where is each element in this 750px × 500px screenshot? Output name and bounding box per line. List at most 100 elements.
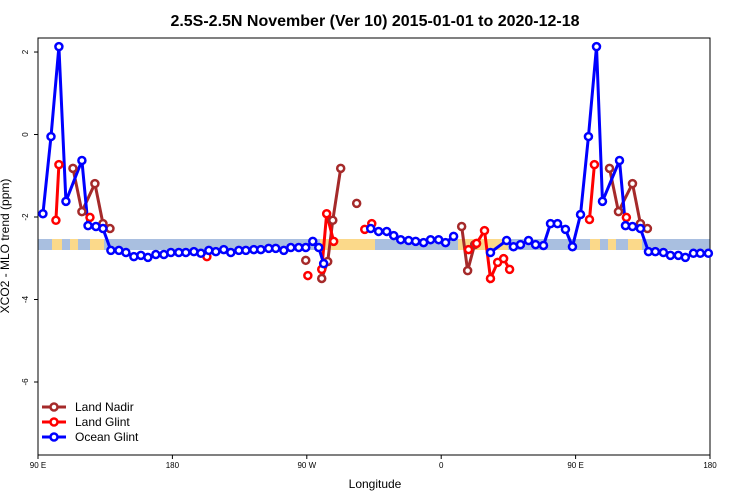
legend-label: Land Glint xyxy=(75,415,130,429)
data-point xyxy=(410,236,421,247)
land-strip xyxy=(458,239,508,250)
data-point xyxy=(286,242,296,253)
data-point xyxy=(504,264,515,275)
data-point xyxy=(196,248,206,259)
land-strip xyxy=(52,239,62,250)
x-tick-label: 90 E xyxy=(30,461,46,470)
data-point xyxy=(351,198,362,209)
data-point xyxy=(301,255,311,266)
series-line xyxy=(56,165,626,279)
data-point xyxy=(560,224,571,235)
data-point xyxy=(77,155,87,166)
land-strip xyxy=(608,239,616,250)
data-point xyxy=(181,247,191,258)
data-point xyxy=(425,234,436,245)
data-point xyxy=(650,246,661,257)
y-tick-label: -6 xyxy=(21,378,30,386)
data-point xyxy=(448,231,459,242)
plot-frame xyxy=(37,37,711,456)
data-point xyxy=(485,273,496,284)
x-tick-label: 90 E xyxy=(567,461,583,470)
data-point xyxy=(270,243,281,254)
land-strip xyxy=(320,239,375,250)
data-point xyxy=(515,239,526,250)
data-point xyxy=(395,234,406,245)
y-tick-label: -2 xyxy=(21,213,30,221)
data-point xyxy=(85,212,95,223)
data-point xyxy=(365,223,376,234)
data-point xyxy=(479,225,490,236)
data-point xyxy=(604,163,615,174)
data-point xyxy=(665,250,676,261)
data-point xyxy=(308,236,318,247)
data-point xyxy=(680,252,691,263)
data-point xyxy=(143,252,153,263)
data-point xyxy=(627,178,638,189)
data-point xyxy=(38,208,48,219)
legend-marker xyxy=(49,432,59,442)
data-point xyxy=(613,206,624,217)
data-point xyxy=(485,247,496,258)
data-point xyxy=(635,223,646,234)
data-point xyxy=(321,208,332,219)
data-point xyxy=(584,214,595,225)
data-point xyxy=(318,258,329,269)
data-point xyxy=(498,253,509,264)
data-point xyxy=(316,273,327,284)
data-point xyxy=(301,242,311,253)
data-point xyxy=(440,237,451,248)
legend-label: Ocean Glint xyxy=(75,430,139,444)
data-point xyxy=(51,215,61,226)
data-point xyxy=(471,238,482,249)
x-tick-label: 180 xyxy=(703,461,717,470)
data-point xyxy=(328,236,339,247)
y-tick-label: 0 xyxy=(21,132,30,137)
data-point xyxy=(538,240,549,251)
data-point xyxy=(621,212,632,223)
land-strip xyxy=(628,239,642,250)
data-point xyxy=(256,244,266,255)
map-strip xyxy=(38,239,710,250)
land-strip xyxy=(590,239,600,250)
data-point xyxy=(313,242,324,253)
data-point xyxy=(121,247,131,258)
data-point xyxy=(98,223,108,234)
data-point xyxy=(54,159,64,170)
x-tick-label: 180 xyxy=(166,461,180,470)
data-point xyxy=(462,265,473,276)
data-point xyxy=(530,239,541,250)
data-point xyxy=(575,209,586,220)
land-strip xyxy=(70,239,78,250)
data-point xyxy=(456,221,467,232)
data-point xyxy=(501,235,512,246)
x-tick-label: 0 xyxy=(439,461,444,470)
data-point xyxy=(226,247,236,258)
data-point xyxy=(61,196,71,207)
data-point xyxy=(211,246,221,257)
data-point xyxy=(567,241,578,252)
data-point xyxy=(388,230,399,241)
data-point xyxy=(583,131,594,142)
data-point xyxy=(106,245,116,256)
data-point xyxy=(703,248,714,259)
chart-title: 2.5S-2.5N November (Ver 10) 2015-01-01 t… xyxy=(170,13,579,30)
data-point xyxy=(328,215,338,226)
legend-label: Land Nadir xyxy=(75,400,134,414)
data-point xyxy=(335,163,346,174)
data-point xyxy=(303,270,313,281)
data-point xyxy=(614,155,625,166)
data-point xyxy=(373,226,384,237)
y-axis-label: XCO2 - MLO trend (ppm) xyxy=(0,179,12,314)
data-point xyxy=(463,244,474,255)
data-point xyxy=(90,178,100,189)
data-point xyxy=(381,226,392,237)
data-point xyxy=(77,206,87,217)
data-point xyxy=(589,159,600,170)
land-strip xyxy=(90,239,104,250)
data-point xyxy=(166,247,176,258)
data-point xyxy=(627,221,638,232)
data-point xyxy=(597,196,608,207)
data-point xyxy=(151,249,161,260)
legend-marker xyxy=(49,402,59,412)
